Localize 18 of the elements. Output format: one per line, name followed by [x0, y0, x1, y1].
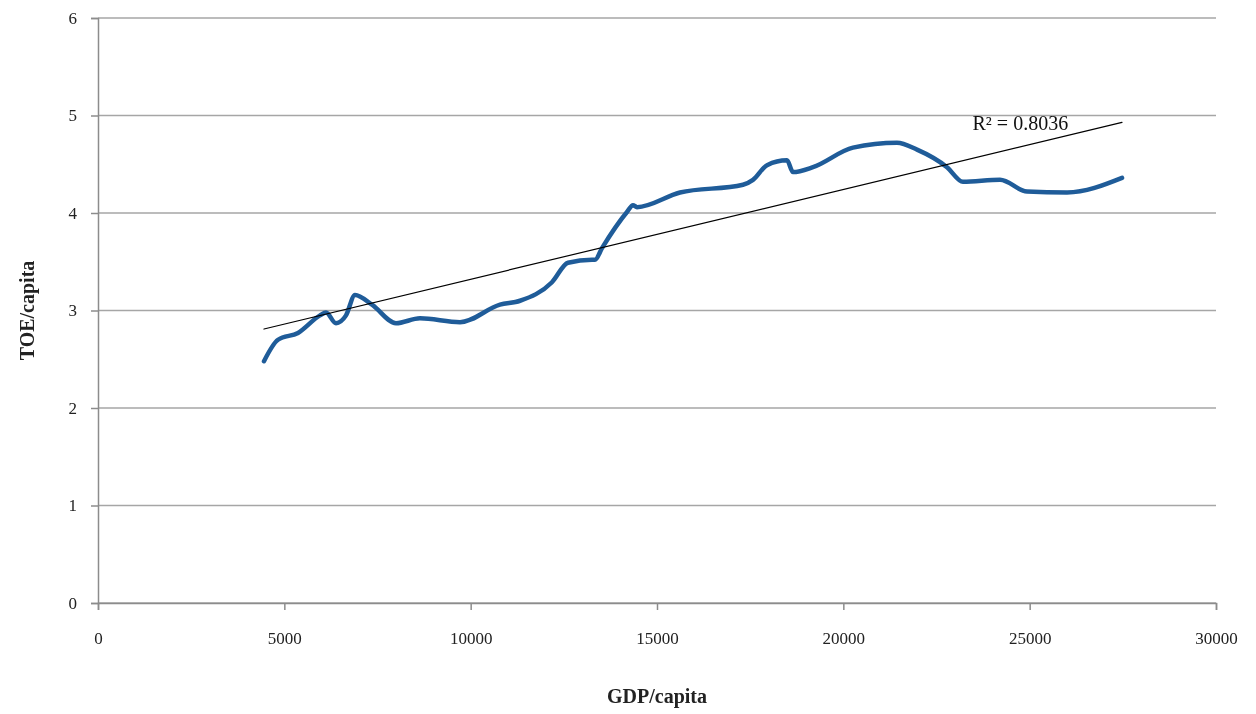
y-tick-label: 6 [68, 8, 77, 28]
x-tick-label: 10000 [449, 629, 493, 649]
x-tick-label: 25000 [1008, 629, 1052, 649]
x-tick-label: 15000 [636, 629, 679, 649]
annotation: R² = 0.8036 [972, 112, 1069, 134]
x-tick-label: 20000 [822, 629, 866, 649]
x-tick-label: 0 [94, 629, 103, 649]
y-tick-label: 3 [68, 301, 77, 321]
x-tick-label: 5000 [267, 629, 302, 649]
y-tick-label: 4 [68, 203, 78, 223]
line-series [261, 140, 1125, 364]
y-tick-label: 2 [68, 398, 77, 418]
x-tick-label: 30000 [1195, 629, 1238, 649]
y-tick-label: 1 [68, 496, 77, 516]
y-axis-title: TOE/capita [16, 260, 39, 361]
y-tick-label: 0 [68, 593, 77, 613]
y-tick-label: 5 [68, 106, 77, 126]
x-axis-title: GDP/capita [607, 685, 707, 708]
